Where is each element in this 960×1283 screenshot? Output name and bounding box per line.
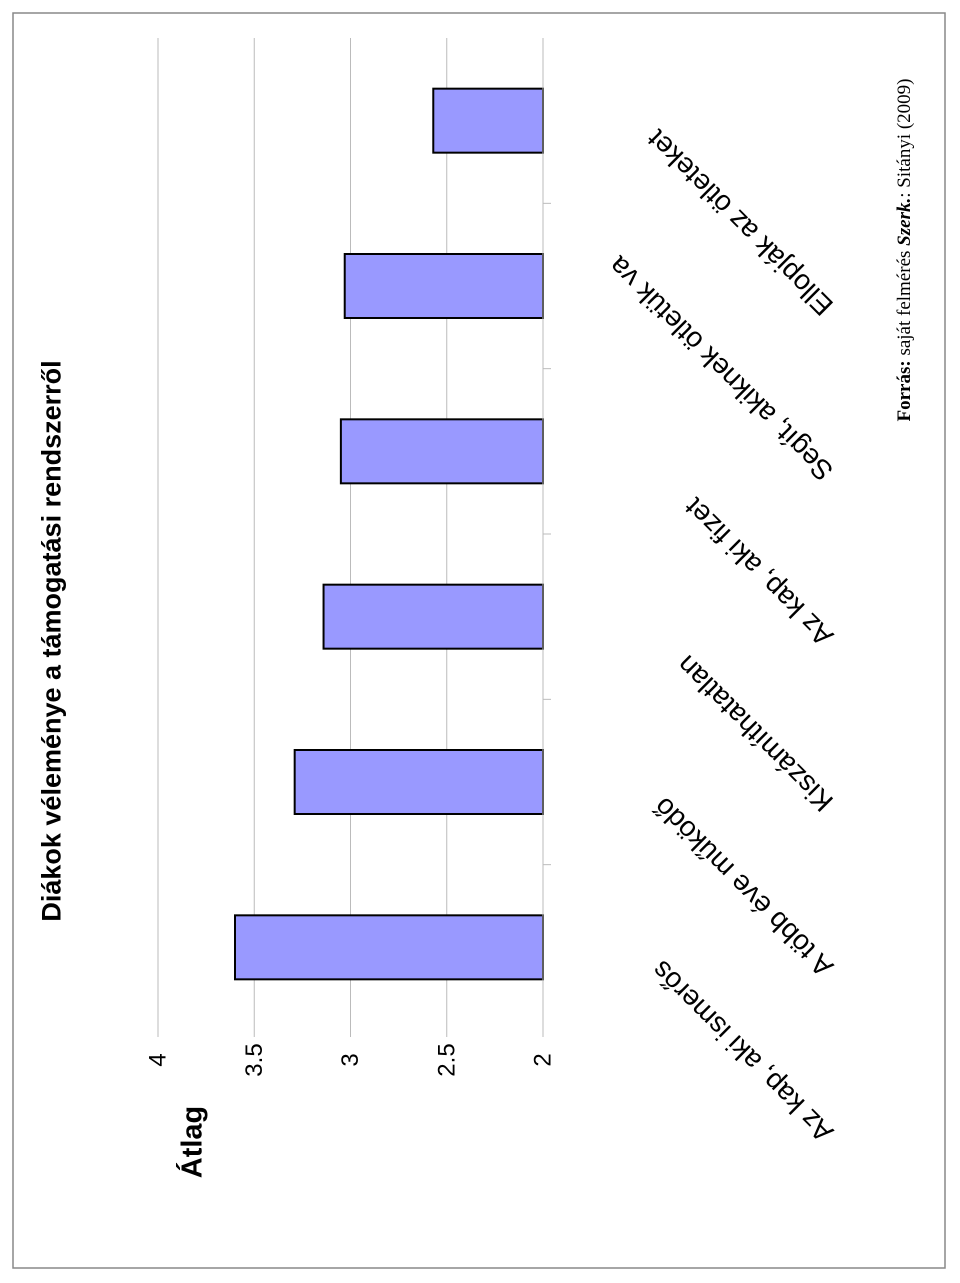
bar <box>293 749 544 815</box>
x-tick-label: Az kap, aki fizet <box>678 492 839 653</box>
bar <box>322 583 544 650</box>
gridlines <box>157 38 448 1030</box>
y-tick-label: 2 <box>530 1053 557 1066</box>
y-axis-label: Átlag <box>176 1105 209 1179</box>
bar <box>339 418 544 485</box>
bar <box>343 253 544 319</box>
source-author-label: Szerk. <box>894 197 915 246</box>
source-note: Forrás: saját felmérés Szerk.: Sitányi (… <box>894 78 916 421</box>
y-tick-label: 4 <box>145 1053 172 1066</box>
x-tick-label: Kiszámíthatatlan <box>671 649 839 817</box>
x-tick-label: A több éve működő <box>648 792 839 983</box>
x-tick-label: Az kap, aki ismerős <box>645 955 839 1149</box>
bar <box>432 87 544 154</box>
y-tick-label: 3.5 <box>241 1043 268 1076</box>
figure-border <box>12 12 946 1269</box>
y-tick-label: 2.5 <box>433 1043 460 1076</box>
chart-title: Diákok véleménye a támogatási rendszerrő… <box>36 360 67 922</box>
y-tick-label: 3 <box>337 1053 364 1066</box>
source-author: : Sitányi (2009) <box>894 78 915 198</box>
bar <box>234 914 544 981</box>
bars <box>234 87 544 981</box>
source-text: saját felmérés <box>894 245 915 361</box>
source-label: Forrás: <box>894 360 915 422</box>
x-tick-label: Ellopják az ötleteket <box>641 123 839 321</box>
